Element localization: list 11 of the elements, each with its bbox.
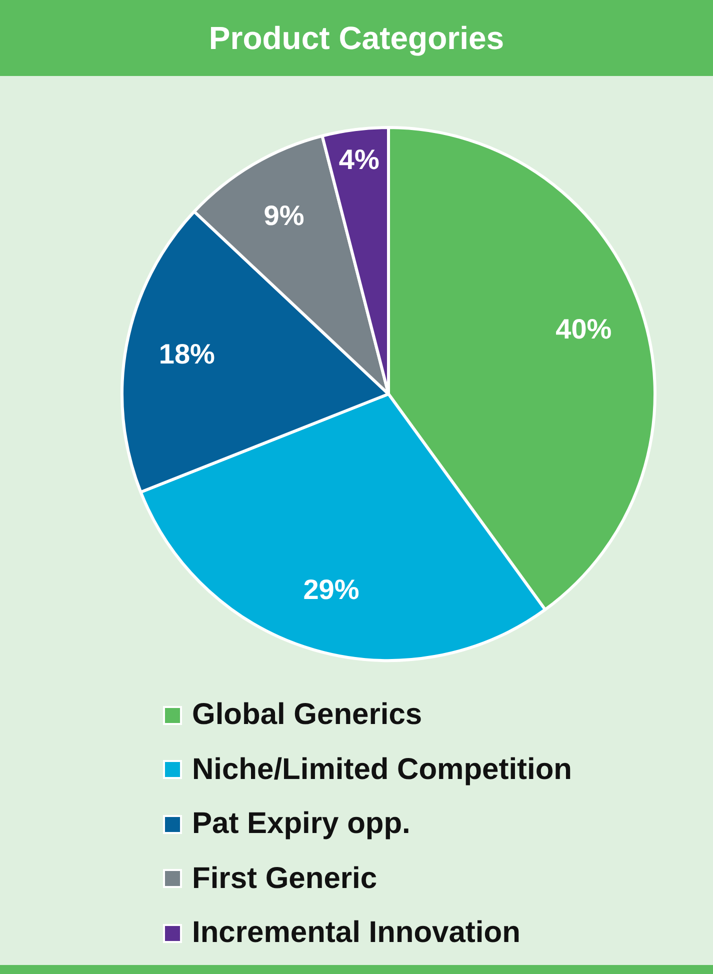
data-label: 29%	[303, 574, 360, 605]
chart-title: Product Categories	[0, 0, 713, 76]
legend-label: Incremental Innovation	[192, 916, 520, 950]
data-label: 4%	[338, 144, 380, 176]
legend-label: First Generic	[192, 862, 378, 896]
legend-label: Pat Expiry opp.	[192, 807, 410, 842]
data-label: 18%	[158, 338, 216, 370]
legend-label: Global Generics	[192, 698, 422, 732]
data-label: 40%	[556, 313, 612, 344]
legend-label: Niche/Limited Competition	[192, 752, 572, 787]
data-label: 9%	[264, 200, 304, 232]
